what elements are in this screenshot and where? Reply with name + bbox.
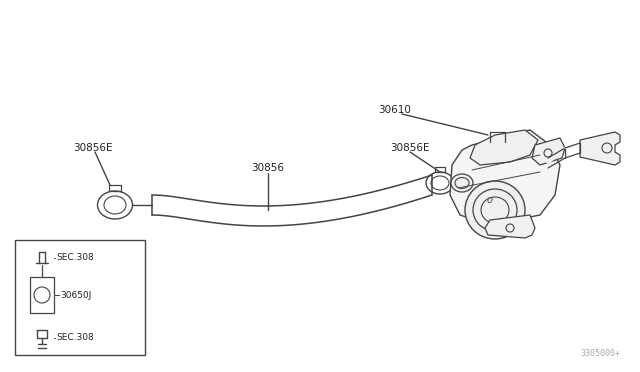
- Text: 30856E: 30856E: [390, 143, 429, 153]
- Polygon shape: [532, 138, 565, 165]
- Polygon shape: [450, 130, 560, 225]
- Text: o: o: [487, 195, 493, 205]
- Polygon shape: [485, 215, 535, 238]
- Text: 30610: 30610: [378, 105, 411, 115]
- Text: 30856E: 30856E: [73, 143, 113, 153]
- Bar: [30, 277, 54, 313]
- Text: 3305000+: 3305000+: [580, 349, 620, 358]
- Polygon shape: [580, 132, 620, 165]
- Text: SEC.308: SEC.308: [56, 334, 93, 343]
- Bar: [15, 240, 145, 355]
- Text: SEC.308: SEC.308: [56, 253, 93, 263]
- Text: 30856: 30856: [252, 163, 285, 173]
- Ellipse shape: [451, 174, 473, 192]
- Text: 30650J: 30650J: [60, 291, 92, 299]
- Ellipse shape: [465, 181, 525, 239]
- Polygon shape: [470, 130, 538, 165]
